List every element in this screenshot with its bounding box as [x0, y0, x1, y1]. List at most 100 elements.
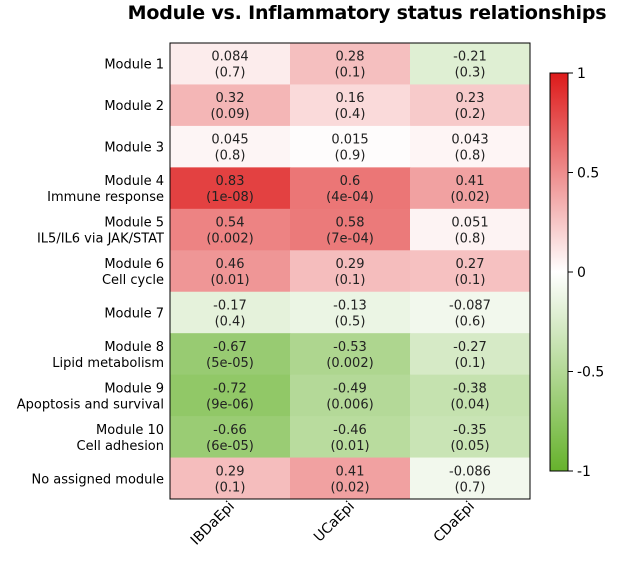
chart-title: Module vs. Inflammatory status relations…	[127, 2, 607, 24]
cell-pvalue-label: (0.01)	[210, 273, 249, 288]
row-label: Module 1	[104, 58, 164, 73]
cell-pvalue-label: (0.9)	[335, 149, 366, 164]
heatmap-cell	[290, 374, 411, 417]
heatmap-border	[169, 42, 531, 500]
cell-pvalue-label: (0.7)	[455, 480, 486, 495]
cell-value-label: 0.015	[331, 133, 368, 148]
heatmap-cells: 0.084(0.7)0.28(0.1)-0.21(0.3)0.32(0.09)0…	[169, 42, 531, 500]
cell-value-label: 0.83	[216, 174, 245, 189]
heatmap-cell	[410, 416, 531, 459]
row-label: Module 7	[104, 306, 164, 321]
cell-pvalue-label: (0.09)	[210, 107, 249, 122]
heatmap-cell	[410, 43, 531, 85]
cell-value-label: 0.41	[456, 174, 485, 189]
cell-pvalue-label: (0.8)	[455, 149, 486, 164]
cell-value-label: -0.21	[453, 50, 487, 65]
heatmap-cell	[170, 374, 291, 417]
heatmap-cell	[170, 208, 291, 251]
heatmap-cell	[170, 250, 291, 293]
cell-value-label: -0.46	[333, 423, 367, 438]
cell-pvalue-label: (0.8)	[455, 232, 486, 247]
cell-value-label: -0.17	[213, 298, 247, 313]
cell-value-label: 0.23	[456, 91, 485, 106]
heatmap-cell	[170, 84, 291, 127]
heatmap-cell	[410, 125, 531, 168]
colorbar-gradient	[549, 72, 569, 472]
heatmap-cell	[290, 43, 411, 85]
heatmap-cell	[170, 167, 291, 210]
cell-pvalue-label: (0.002)	[326, 356, 373, 371]
cell-value-label: -0.087	[449, 298, 491, 313]
heatmap-cell	[290, 333, 411, 376]
cell-pvalue-label: (0.8)	[215, 149, 246, 164]
cell-value-label: -0.66	[213, 423, 247, 438]
row-label: Lipid metabolism	[52, 356, 164, 371]
row-label: Module 2	[104, 99, 164, 114]
heatmap-cell	[410, 167, 531, 210]
cell-pvalue-label: (0.1)	[215, 480, 246, 495]
heatmap-cell	[410, 291, 531, 334]
cell-pvalue-label: (0.2)	[455, 107, 486, 122]
column-label: UCaEpi	[311, 499, 358, 546]
row-label: Immune response	[47, 190, 164, 205]
heatmap-cell	[410, 84, 531, 127]
cell-pvalue-label: (6e-05)	[206, 439, 254, 454]
heatmap-cell	[290, 167, 411, 210]
cell-value-label: -0.38	[453, 381, 487, 396]
cell-pvalue-label: (7e-04)	[326, 232, 374, 247]
cell-value-label: 0.16	[336, 91, 365, 106]
cell-pvalue-label: (0.1)	[455, 273, 486, 288]
cell-pvalue-label: (0.1)	[455, 356, 486, 371]
heatmap-cell	[290, 416, 411, 459]
row-label: Module 4	[104, 174, 164, 189]
cell-pvalue-label: (5e-05)	[206, 356, 254, 371]
cell-value-label: 0.29	[336, 257, 365, 272]
heatmap-cell	[170, 457, 291, 500]
row-label: Module 3	[104, 141, 164, 156]
heatmap-cell	[170, 43, 291, 85]
heatmap-cell	[410, 457, 531, 500]
cell-value-label: 0.045	[211, 133, 248, 148]
column-label: IBDaEpi	[188, 499, 238, 549]
colorbar: 1 0.5 0 -0.5 -1	[549, 66, 604, 480]
cell-value-label: -0.72	[213, 381, 247, 396]
cell-value-label: 0.32	[216, 91, 245, 106]
cell-pvalue-label: (0.4)	[215, 314, 246, 329]
cell-value-label: -0.086	[449, 464, 491, 479]
cell-value-label: 0.084	[211, 50, 248, 65]
cell-pvalue-label: (0.5)	[335, 314, 366, 329]
heatmap-cell	[290, 208, 411, 251]
row-label: Cell adhesion	[77, 439, 164, 454]
row-label: IL5/IL6 via JAK/STAT	[37, 232, 164, 247]
heatmap-cell	[170, 416, 291, 459]
cell-value-label: -0.49	[333, 381, 367, 396]
heatmap-cell	[290, 84, 411, 127]
row-label: Cell cycle	[102, 273, 164, 288]
cell-pvalue-label: (0.006)	[326, 397, 373, 412]
heatmap-cell	[290, 250, 411, 293]
cell-value-label: 0.051	[451, 216, 488, 231]
row-label: Apoptosis and survival	[17, 397, 164, 412]
colorbar-tick-label: 0.5	[577, 166, 599, 182]
cell-pvalue-label: (0.1)	[335, 66, 366, 81]
cell-pvalue-label: (0.7)	[215, 66, 246, 81]
colorbar-tick-label: 0	[577, 265, 586, 281]
heatmap-cell	[410, 208, 531, 251]
cell-value-label: 0.6	[340, 174, 361, 189]
column-labels: IBDaEpi UCaEpi CDaEpi	[188, 499, 478, 549]
cell-pvalue-label: (1e-08)	[206, 190, 254, 205]
cell-pvalue-label: (0.04)	[450, 397, 489, 412]
cell-value-label: -0.53	[333, 340, 367, 355]
heatmap-cell	[170, 333, 291, 376]
heatmap-cell	[290, 457, 411, 500]
cell-pvalue-label: (0.3)	[455, 66, 486, 81]
cell-value-label: -0.27	[453, 340, 487, 355]
row-label: No assigned module	[31, 472, 164, 487]
row-label: Module 8	[104, 340, 164, 355]
cell-pvalue-label: (0.002)	[206, 232, 253, 247]
cell-value-label: -0.35	[453, 423, 487, 438]
cell-pvalue-label: (0.02)	[330, 480, 369, 495]
heatmap-cell	[290, 125, 411, 168]
